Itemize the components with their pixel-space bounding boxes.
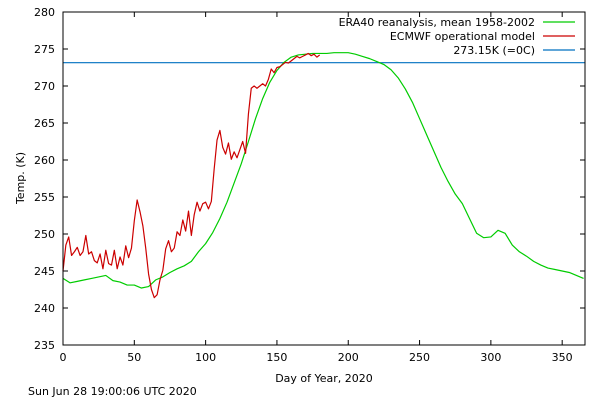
y-axis-label: Temp. (K) [14,152,27,205]
y-tick-label: 250 [34,228,55,241]
y-tick-label: 235 [34,339,55,352]
y-tick-label: 240 [34,302,55,315]
y-tick-label: 280 [34,6,55,19]
legend-label: ERA40 reanalysis, mean 1958-2002 [339,16,535,29]
y-tick-label: 255 [34,191,55,204]
x-tick-label: 0 [60,351,67,364]
x-tick-label: 150 [266,351,287,364]
axis-ticks: 0 50 100 150 200 250 300 350 235 240 245 250 255 260 2… [34,6,585,364]
x-tick-label: 50 [127,351,141,364]
plot-frame [62,11,586,346]
y-tick-label: 275 [34,43,55,56]
x-tick-label: 250 [409,351,430,364]
series-line-0 [62,52,584,289]
x-tick-label: 200 [338,351,359,364]
y-tick-label: 270 [34,80,55,93]
footer-timestamp: Sun Jun 28 19:00:06 UTC 2020 [28,385,197,398]
x-axis-label: Day of Year, 2020 [275,372,373,385]
y-tick-label: 260 [34,154,55,167]
x-tick-label: 350 [552,351,573,364]
x-tick-label: 300 [480,351,501,364]
series-line-1 [62,52,321,299]
y-tick-label: 245 [34,265,55,278]
chart-lines [62,52,585,299]
legend-label: 273.15K (=0C) [453,44,535,57]
legend-label: ECMWF operational model [390,30,535,43]
y-tick-label: 265 [34,117,55,130]
x-tick-label: 100 [195,351,216,364]
